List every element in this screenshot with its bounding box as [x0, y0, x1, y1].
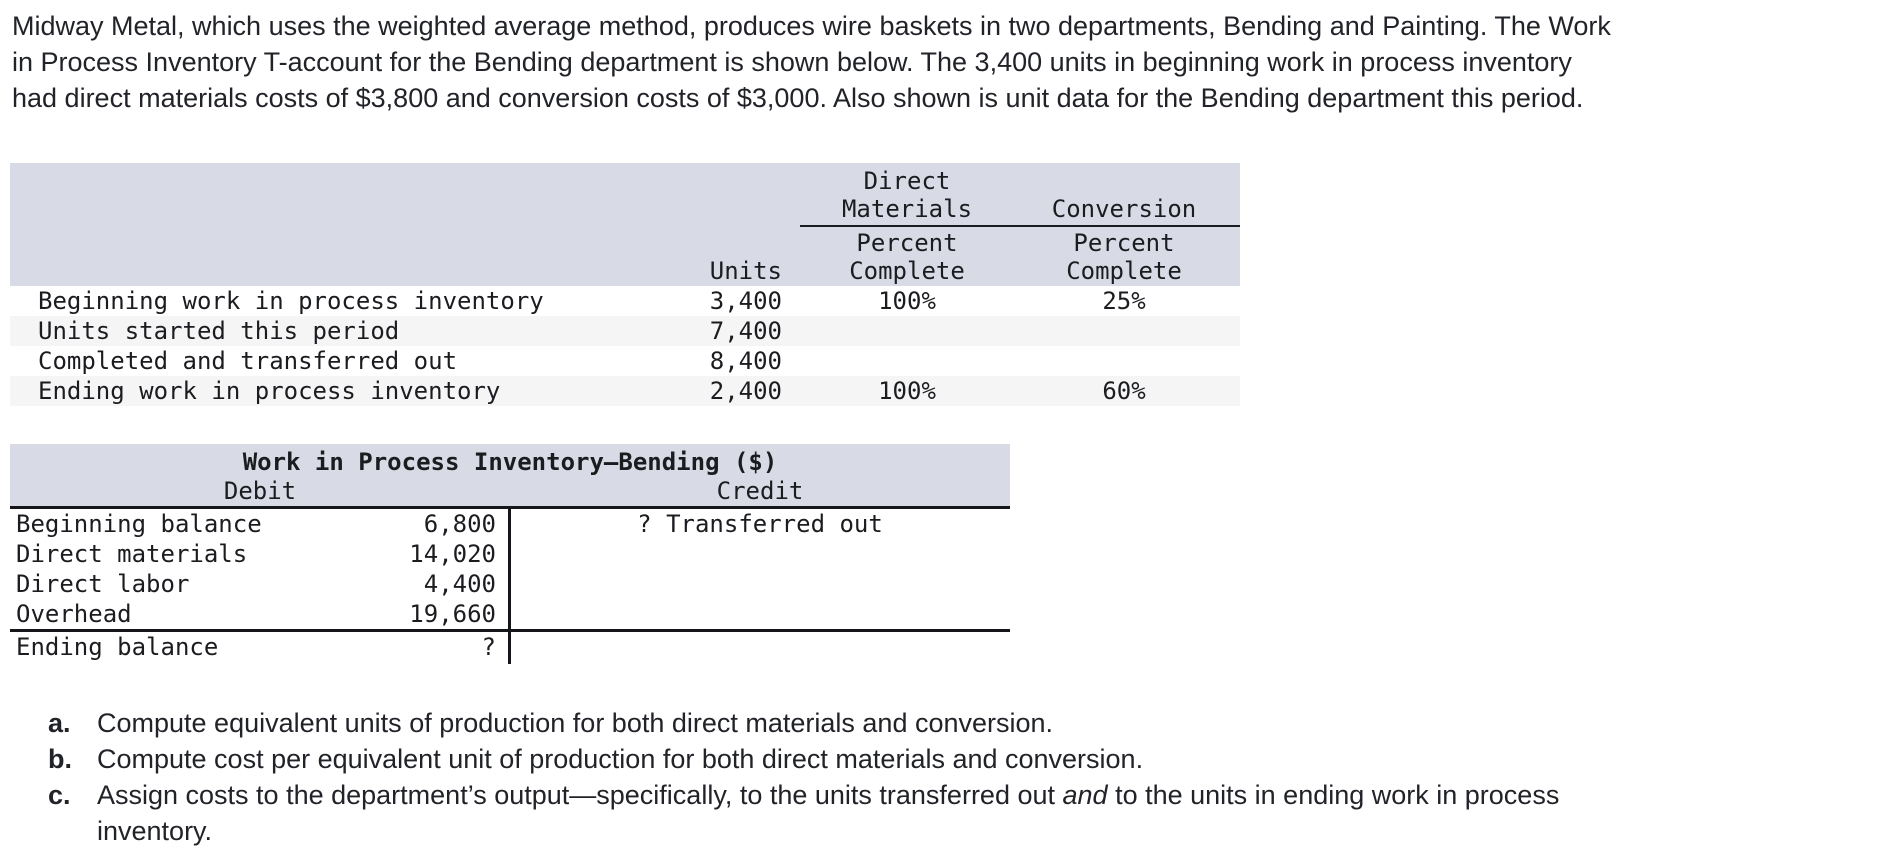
debit-row: Overhead 19,660	[10, 599, 1010, 629]
row-conv-percent: 25%	[1102, 287, 1146, 315]
debit-amount: 6,800	[423, 510, 496, 538]
debit-row: Direct labor 4,400	[10, 569, 1010, 599]
col-header-conv-percent: Percent	[1073, 229, 1175, 257]
row-conv-percent	[1032, 316, 1240, 346]
t-account-header: Work in Process Inventory—Bending ($) De…	[10, 444, 1010, 509]
row-conv-percent	[1032, 346, 1240, 376]
row-label: Ending work in process inventory	[38, 377, 501, 405]
t-account-body: Beginning balance 6,800 ? Transferred ou…	[10, 509, 1010, 664]
requirements-list: a. Compute equivalent units of productio…	[48, 705, 1559, 849]
requirement-a: a. Compute equivalent units of productio…	[48, 705, 1559, 741]
row-dm-percent	[782, 346, 1032, 376]
table-row: Units started this period 7,400	[10, 316, 1240, 346]
problem-statement-line: Midway Metal, which uses the weighted av…	[12, 11, 1611, 41]
requirement-text-line2: inventory.	[97, 816, 213, 846]
table-row: Completed and transferred out 8,400	[10, 346, 1240, 376]
t-account-title: Work in Process Inventory—Bending ($)	[242, 448, 778, 476]
row-units: 7,400	[709, 317, 782, 345]
problem-statement-line: had direct materials costs of $3,800 and…	[12, 83, 1584, 113]
debit-heading: Debit	[223, 477, 297, 505]
requirement-text-italic: and	[1062, 780, 1108, 810]
row-units: 3,400	[709, 287, 782, 315]
debit-amount: 19,660	[409, 600, 496, 628]
requirement-letter: c.	[48, 780, 71, 810]
row-units: 2,400	[709, 377, 782, 405]
row-label: Completed and transferred out	[38, 347, 458, 375]
col-header-conv-complete: Complete	[1066, 257, 1182, 285]
debit-amount: 4,400	[423, 570, 496, 598]
units-data-table: Direct Materials Conversion Percent Perc…	[10, 163, 1240, 406]
requirement-text-segment: to the units in ending work in process	[1107, 780, 1560, 810]
ending-balance-amount: ?	[481, 633, 496, 661]
requirement-b: b. Compute cost per equivalent unit of p…	[48, 741, 1559, 777]
table-row: Beginning work in process inventory 3,40…	[10, 286, 1240, 316]
debit-row: Beginning balance 6,800 ? Transferred ou…	[10, 509, 1010, 539]
col-header-dm-complete: Complete	[849, 257, 965, 285]
header-underline	[800, 225, 1240, 227]
requirement-letter: a.	[48, 708, 71, 738]
requirement-text: Compute equivalent units of production f…	[97, 708, 1054, 738]
row-units: 8,400	[709, 347, 782, 375]
requirement-text: Compute cost per equivalent unit of prod…	[97, 744, 1144, 774]
t-account: Work in Process Inventory—Bending ($) De…	[10, 444, 1010, 664]
requirement-text-segment: Assign costs to the department’s output—…	[97, 780, 1063, 810]
problem-statement-line: in Process Inventory T-account for the B…	[12, 47, 1572, 77]
row-label: Beginning work in process inventory	[38, 287, 544, 315]
requirement-letter: b.	[48, 744, 72, 774]
row-label: Units started this period	[38, 317, 400, 345]
debit-row: Direct materials 14,020	[10, 539, 1010, 569]
debit-label: Direct materials	[16, 540, 248, 568]
col-header-conversion: Conversion	[1051, 195, 1197, 223]
debit-amount: 14,020	[409, 540, 496, 568]
credit-heading: Credit	[716, 477, 804, 505]
col-header-dm-percent: Percent	[856, 229, 958, 257]
row-dm-percent: 100%	[878, 377, 936, 405]
requirement-c: c. Assign costs to the department’s outp…	[48, 777, 1559, 849]
table-row: Ending work in process inventory 2,400 1…	[10, 376, 1240, 406]
ending-balance-label: Ending balance	[16, 633, 219, 661]
problem-statement: Midway Metal, which uses the weighted av…	[12, 8, 1611, 116]
row-dm-percent	[782, 316, 1032, 346]
debit-label: Beginning balance	[16, 510, 262, 538]
row-conv-percent: 60%	[1102, 377, 1146, 405]
col-header-direct: Direct	[863, 167, 951, 195]
col-header-units: Units	[709, 257, 782, 285]
row-dm-percent: 100%	[878, 287, 936, 315]
debit-label: Direct labor	[16, 570, 190, 598]
col-header-materials: Materials	[841, 195, 973, 223]
requirement-text: Assign costs to the department’s output—…	[97, 777, 1559, 849]
ending-balance-row: Ending balance ?	[10, 632, 1010, 664]
credit-entry: ? Transferred out	[637, 510, 883, 538]
units-table-header: Direct Materials Conversion Percent Perc…	[10, 163, 1240, 286]
debit-label: Overhead	[16, 600, 132, 628]
t-account-divider	[508, 509, 511, 664]
